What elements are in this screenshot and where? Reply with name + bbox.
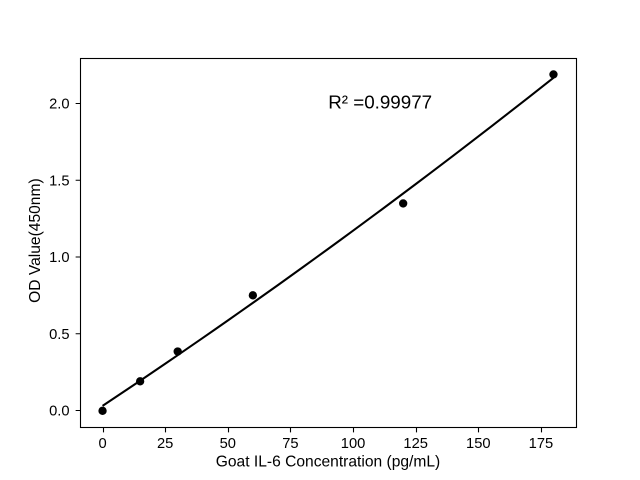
svg-text:25: 25: [157, 436, 173, 452]
svg-text:125: 125: [403, 436, 428, 452]
svg-text:175: 175: [529, 436, 554, 452]
svg-text:R² =0.99977: R² =0.99977: [328, 91, 432, 112]
svg-text:1.5: 1.5: [49, 173, 69, 189]
svg-text:Goat IL-6 Concentration (pg/mL: Goat IL-6 Concentration (pg/mL): [216, 454, 441, 471]
svg-text:0: 0: [98, 436, 106, 452]
svg-text:50: 50: [220, 436, 236, 452]
svg-text:2.0: 2.0: [49, 97, 69, 113]
svg-text:150: 150: [466, 436, 491, 452]
svg-text:1.0: 1.0: [49, 250, 69, 266]
svg-text:0.0: 0.0: [49, 404, 69, 420]
svg-text:100: 100: [341, 436, 366, 452]
svg-text:75: 75: [282, 436, 298, 452]
svg-text:0.5: 0.5: [49, 327, 69, 343]
svg-text:OD Value(450nm): OD Value(450nm): [27, 178, 44, 303]
